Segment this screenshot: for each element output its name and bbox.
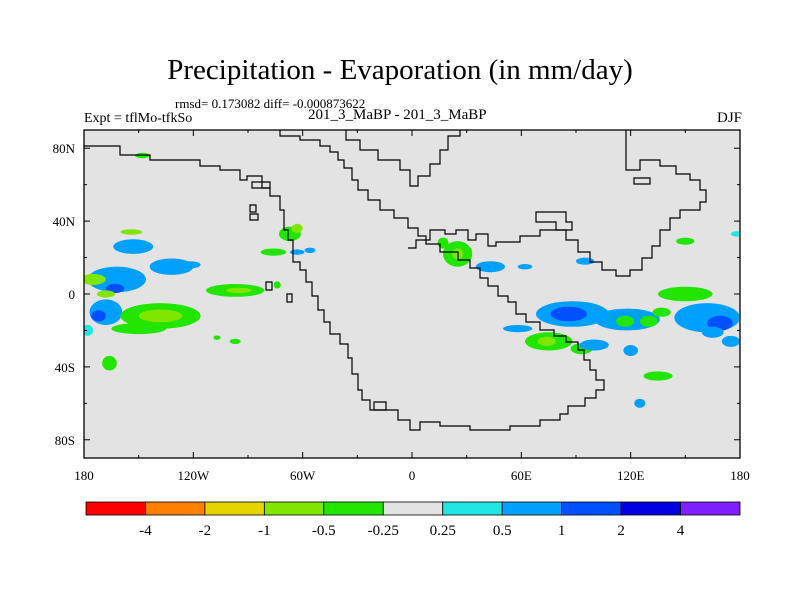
x-tick-label: 180 <box>74 468 94 483</box>
contour-patch-39 <box>639 315 659 327</box>
coast-island-5 <box>633 177 651 185</box>
contour-patch-52 <box>721 335 740 347</box>
coast-island-3 <box>265 281 273 291</box>
colorbar-label: 0.25 <box>430 523 456 539</box>
x-tick-label: 120E <box>617 468 645 483</box>
land-outline <box>84 130 707 431</box>
x-tick-label: 0 <box>409 468 416 483</box>
contour-patch-7 <box>96 290 115 298</box>
colorbar-swatch <box>680 501 741 516</box>
x-tick-label: 60W <box>290 468 316 483</box>
y-tick-label: 40S <box>55 360 75 375</box>
x-axis: 180 120W 60W 0 60E 120E 180 <box>74 130 750 483</box>
coast-america-outline <box>84 130 605 431</box>
contour-patch-1 <box>113 239 154 254</box>
contour-patch-24 <box>273 281 281 289</box>
contour-patch-5 <box>105 283 125 294</box>
contour-patch-13 <box>111 323 166 335</box>
colorbar-label: 0.5 <box>493 523 512 539</box>
colorbar-swatch <box>501 501 563 516</box>
coast-eurasia-outline <box>408 130 707 277</box>
x-tick-label: 120W <box>177 468 210 483</box>
contour-patch-20 <box>291 223 303 233</box>
contour-patch-10 <box>84 324 94 336</box>
coast-island-7 <box>251 181 271 189</box>
colorbar: -4 -2 -1 -0.5 -0.25 0.25 0.5 1 2 4 <box>85 501 741 539</box>
contour-patch-32 <box>676 237 695 245</box>
y-tick-label: 80S <box>55 433 75 448</box>
y-tick-label: 40N <box>53 214 76 229</box>
y-axis: 80N 40N 0 40S 80S <box>53 141 740 448</box>
contour-patch-9 <box>91 310 106 322</box>
x-tick-label: 60E <box>511 468 532 483</box>
colorbar-swatch <box>263 501 325 516</box>
chart-title: Precipitation - Evaporation (in mm/day) <box>167 54 633 86</box>
colorbar-swatch <box>85 501 146 516</box>
coast-island-2 <box>249 213 259 221</box>
contour-patch-36 <box>550 306 587 322</box>
runs-label: 201_3_MaBP - 201_3_MaBP <box>308 107 487 123</box>
coast-island-6 <box>373 401 387 411</box>
colorbar-label: -2 <box>199 523 212 539</box>
coast-greenland-outline <box>345 130 461 187</box>
contour-patch-0 <box>120 229 143 235</box>
coast-inland-sea-outline <box>535 211 573 231</box>
contour-patch-23 <box>304 247 316 253</box>
contour-patch-30 <box>517 264 533 270</box>
colorbar-swatch <box>145 501 206 516</box>
contour-patch-48 <box>579 339 609 351</box>
colorbar-label: -4 <box>139 523 152 539</box>
contour-patch-12 <box>138 309 183 323</box>
contour-patch-17 <box>229 338 241 345</box>
contour-patch-28 <box>437 237 449 249</box>
y-tick-label: 80N <box>53 141 76 156</box>
contour-patch-31 <box>576 257 595 265</box>
experiment-label: Expt = tflMo-tfkSo <box>84 111 193 126</box>
contour-patch-3 <box>178 261 201 269</box>
contour-patch-49 <box>623 345 638 356</box>
contour-patch-4 <box>87 266 146 293</box>
map-background <box>84 130 740 458</box>
contour-patch-45 <box>537 336 556 346</box>
colorbar-swatch <box>204 501 265 516</box>
colorbar-swatch <box>620 501 681 516</box>
contour-patch-50 <box>643 371 673 381</box>
contour-patch-6 <box>84 273 106 285</box>
contour-patch-40 <box>652 307 671 317</box>
colorbar-swatch <box>323 501 384 516</box>
colorbar-swatch <box>382 501 444 516</box>
contour-patch-47 <box>503 325 533 333</box>
colorbar-swatch <box>442 501 503 516</box>
contour-patch-18 <box>213 335 221 340</box>
contour-patch-29 <box>475 261 505 273</box>
contour-patch-34 <box>658 286 713 302</box>
contour-patch-38 <box>616 315 635 327</box>
contour-patch-33 <box>730 231 740 237</box>
season-label: DJF <box>716 110 742 126</box>
colorbar-label: 1 <box>558 523 566 539</box>
contour-patch-43 <box>701 326 724 338</box>
contour-patch-21 <box>260 248 287 256</box>
contour-fill-layer <box>84 152 740 408</box>
contour-patch-51 <box>634 398 646 408</box>
contour-patch-15 <box>226 287 252 294</box>
colorbar-label: -1 <box>258 523 271 539</box>
coast-island-1 <box>249 204 257 213</box>
contour-patch-22 <box>289 249 305 255</box>
coast-island-4 <box>286 293 293 303</box>
colorbar-label: 4 <box>677 523 685 539</box>
y-tick-label: 0 <box>69 287 76 302</box>
colorbar-label: -0.5 <box>312 523 336 539</box>
x-tick-label: 180 <box>730 468 750 483</box>
colorbar-label: 2 <box>617 523 625 539</box>
contour-patch-16 <box>102 355 117 371</box>
colorbar-label: -0.25 <box>368 523 399 539</box>
chart-subtitle: rmsd= 0.173082 diff= -0.000873622 <box>175 96 366 111</box>
colorbar-swatch <box>561 501 622 516</box>
